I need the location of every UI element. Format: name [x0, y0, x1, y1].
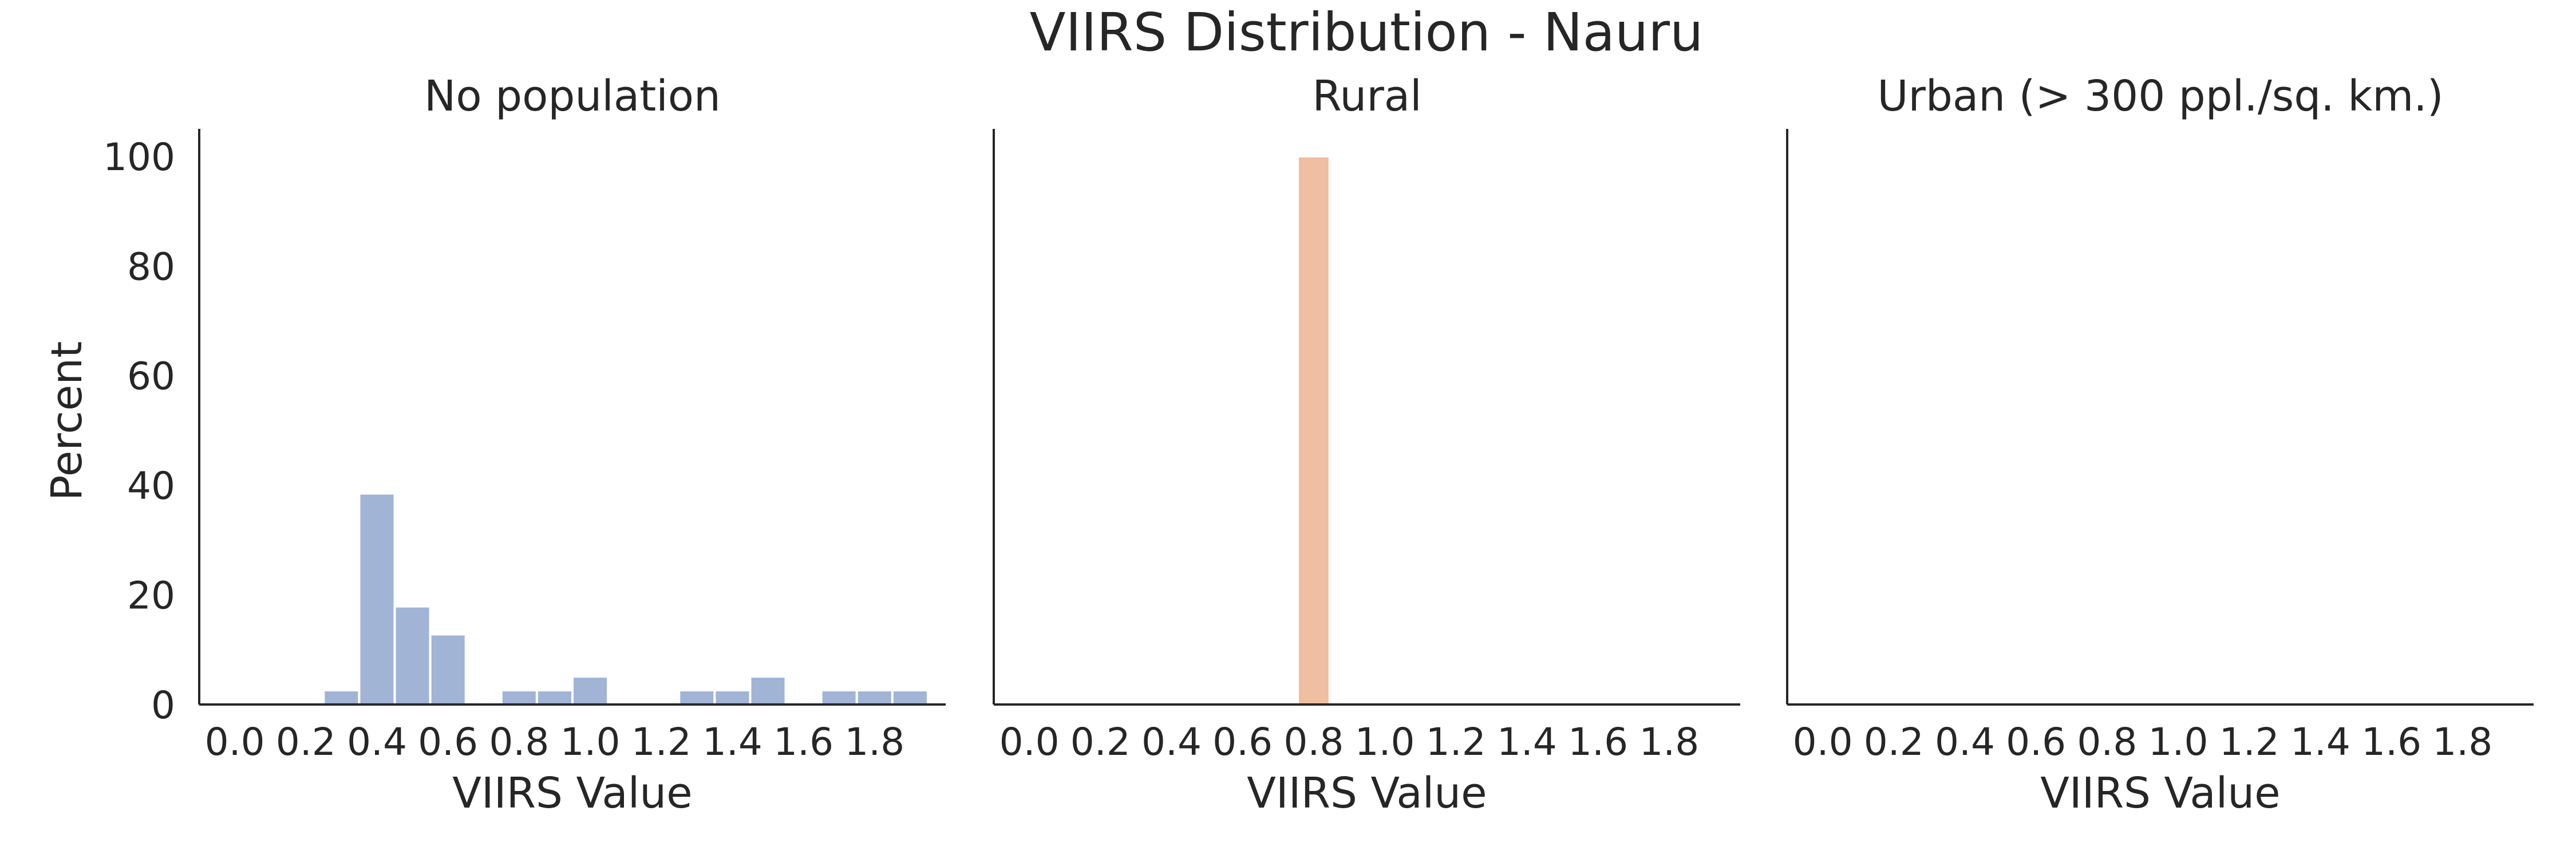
chart2-x-tick-label: 1.8	[2432, 720, 2492, 764]
chart0-y-tick-label: 80	[127, 245, 175, 289]
chart0-bar-5	[535, 689, 574, 706]
chart2-x-tick-label: 1.0	[2148, 720, 2208, 764]
chart1-x-tick-label: 1.8	[1639, 720, 1699, 764]
chart2-x-tick-label: 0.4	[1935, 720, 1995, 764]
chart1-x-tick-label: 1.2	[1426, 720, 1486, 764]
chart2-x-tick-label: 0.8	[2077, 720, 2137, 764]
chart2-x-tick-label: 1.4	[2290, 720, 2350, 764]
chart0-bar-0	[322, 689, 361, 706]
chart0-y-tick-label: 60	[127, 355, 175, 399]
y-axis-label: Percent	[42, 341, 92, 501]
chart1-bar-0	[1296, 155, 1331, 706]
chart0-bar-8	[713, 689, 752, 706]
chart0-y-tick-label: 40	[127, 464, 175, 508]
chart1-x-tick-label: 1.4	[1497, 720, 1557, 764]
chart0-bar-4	[500, 689, 538, 706]
chart1-x-tick-label: 0.2	[1070, 720, 1131, 764]
chart0-x-tick-label: 0.2	[276, 720, 336, 764]
chart2-x-tick-label: 1.6	[2361, 720, 2421, 764]
chart0-x-tick-label: 1.2	[631, 720, 692, 764]
chart0-x-tick-label: 0.0	[205, 720, 265, 764]
chart1-x-tick-label: 0.0	[999, 720, 1060, 764]
chart0-x-tick-label: 1.6	[773, 720, 833, 764]
chart1-x-tick-label: 1.6	[1568, 720, 1628, 764]
chart1-x-tick-label: 0.4	[1141, 720, 1202, 764]
chart0-x-tick-label: 0.4	[347, 720, 407, 764]
chart0-bar-10	[820, 689, 858, 706]
chart1-title: Rural	[1312, 72, 1421, 121]
chart1-x-tick-label: 1.0	[1355, 720, 1415, 764]
chart0-title: No population	[424, 72, 721, 121]
chart2-x-tick-label: 0.2	[1864, 720, 1924, 764]
chart0-bar-7	[678, 689, 716, 706]
chart0-x-tick-label: 1.8	[844, 720, 904, 764]
chart1-x-axis-label: VIIRS Value	[1247, 769, 1487, 818]
chart0-y-tick-label: 0	[151, 683, 175, 727]
figure-title: VIIRS Distribution - Nauru	[1030, 2, 1704, 63]
chart0-y-tick-label: 20	[127, 574, 175, 618]
chart0-bar-12	[891, 689, 929, 706]
chart0-bar-9	[749, 675, 787, 706]
chart1-x-tick-label: 0.6	[1212, 720, 1273, 764]
chart0-bar-3	[429, 633, 467, 706]
chart2-title: Urban (> 300 ppl./sq. km.)	[1877, 72, 2443, 121]
chart2-x-axis-label: VIIRS Value	[2040, 769, 2280, 818]
chart0-bar-2	[393, 605, 432, 706]
chart0-bar-11	[855, 689, 894, 706]
chart2-x-tick-label: 0.6	[2006, 720, 2066, 764]
chart0-x-tick-label: 0.6	[418, 720, 478, 764]
chart2-x-tick-label: 0.0	[1793, 720, 1853, 764]
chart2-x-tick-label: 1.2	[2219, 720, 2279, 764]
chart0-x-axis-label: VIIRS Value	[452, 769, 692, 818]
chart0-x-tick-label: 0.8	[489, 720, 549, 764]
chart0-bar-1	[358, 492, 396, 706]
chart0-y-tick-label: 100	[103, 135, 175, 179]
chart0-x-tick-label: 1.4	[702, 720, 762, 764]
chart1-x-tick-label: 0.8	[1283, 720, 1344, 764]
chart0-bar-6	[571, 675, 610, 706]
chart0-x-tick-label: 1.0	[560, 720, 621, 764]
